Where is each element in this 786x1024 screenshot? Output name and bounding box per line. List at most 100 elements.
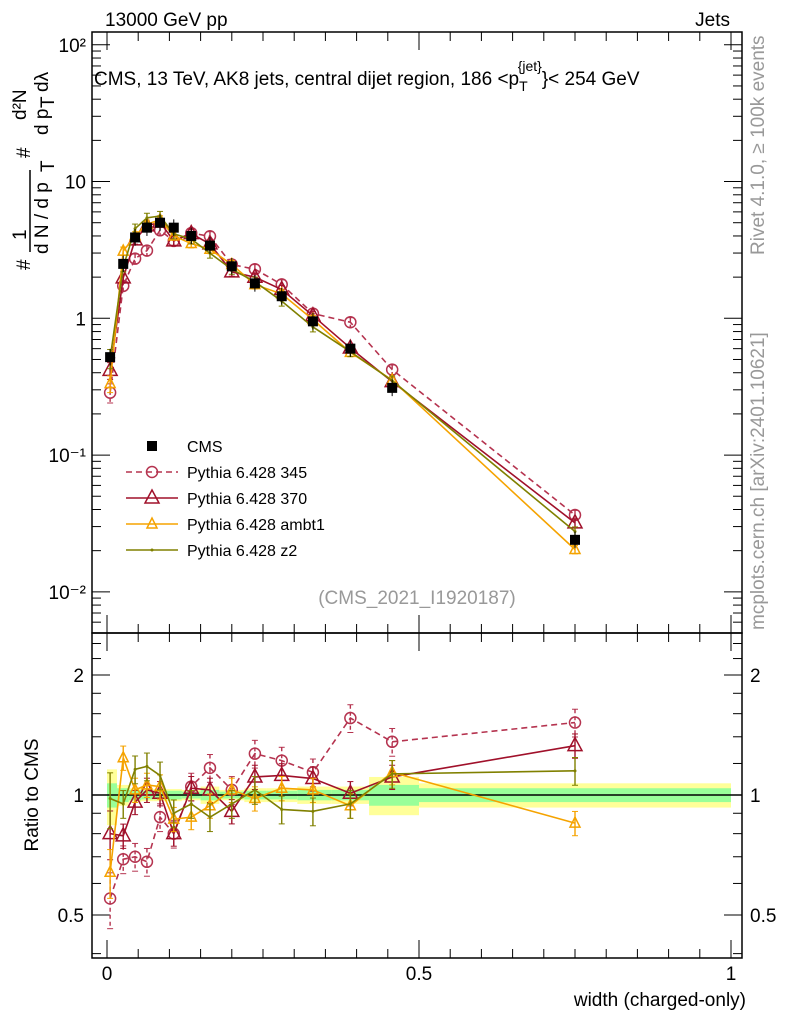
x-tick-label: 0 bbox=[102, 964, 113, 985]
data-point bbox=[306, 782, 320, 795]
data-point bbox=[145, 216, 149, 220]
cms-data-point bbox=[105, 352, 116, 363]
data-point bbox=[280, 807, 284, 811]
data-point bbox=[566, 736, 584, 752]
legend-label: Pythia 6.428 370 bbox=[187, 491, 307, 508]
ylabel-dn: d N / d p bbox=[32, 182, 53, 254]
series-cms bbox=[105, 214, 580, 549]
ratio-y-tick-label-right: 1 bbox=[750, 786, 761, 807]
data-point bbox=[128, 782, 142, 795]
ylabel-t2: T bbox=[38, 96, 59, 108]
data-point bbox=[385, 735, 399, 749]
data-point bbox=[203, 761, 217, 775]
data-point bbox=[208, 815, 212, 819]
ylabel-hash2: # bbox=[14, 147, 35, 158]
cms-data-point bbox=[387, 382, 398, 393]
data-point bbox=[344, 315, 357, 329]
cms-data-point bbox=[249, 278, 260, 289]
y-tick-label: 10 bbox=[65, 173, 86, 194]
data-point bbox=[185, 809, 198, 822]
series-pythia-6-428-370 bbox=[101, 212, 584, 861]
ylabel-hash: # bbox=[14, 259, 35, 270]
cms-data-point bbox=[345, 343, 356, 354]
title-sub: T bbox=[519, 78, 528, 94]
legend-marker bbox=[145, 516, 159, 529]
data-point bbox=[121, 802, 125, 806]
data-point bbox=[568, 815, 582, 828]
y-tick-label: 10⁻¹ bbox=[49, 446, 87, 467]
data-point bbox=[114, 826, 132, 842]
cms-data-point bbox=[155, 217, 166, 228]
data-point bbox=[153, 778, 167, 792]
ylabel-dl: dλ bbox=[32, 71, 53, 92]
data-point bbox=[140, 777, 154, 790]
legend-label: Pythia 6.428 z2 bbox=[187, 543, 297, 560]
legend-marker-cms bbox=[147, 441, 157, 451]
legend-marker bbox=[143, 488, 161, 504]
cms-data-point bbox=[204, 240, 215, 251]
legend: CMS Pythia 6.428 345 Pythia 6.428 370 Pythi… bbox=[126, 439, 325, 560]
cms-data-point bbox=[130, 232, 141, 243]
data-point bbox=[114, 268, 132, 284]
data-point bbox=[275, 780, 288, 793]
x-tick-label: 1 bbox=[726, 964, 737, 985]
data-point bbox=[348, 802, 352, 806]
y-axis-label: # 1 d N / d p T # d²N d p T dλ bbox=[10, 71, 59, 270]
ratio-y-tick-label: 2 bbox=[73, 666, 84, 687]
main-series-line bbox=[109, 221, 576, 524]
data-point bbox=[117, 750, 130, 763]
data-point bbox=[185, 235, 198, 249]
y-tick-label: 10⁻² bbox=[49, 583, 87, 604]
data-point bbox=[248, 747, 262, 760]
plot-title: CMS, 13 TeV, AK8 jets, central dijet reg… bbox=[94, 58, 640, 94]
axes: 10⁻² 10⁻¹ 1 10 10² 0.5 0.5 1 1 2 2 0 0.5 1 bbox=[49, 31, 776, 985]
title-main: CMS, 13 TeV, AK8 jets, central dijet reg… bbox=[94, 69, 519, 90]
series-pythia-6-428-z2 bbox=[107, 210, 578, 833]
ratio-y-tick-label-right: 0.5 bbox=[750, 906, 776, 927]
legend-label: Pythia 6.428 ambt1 bbox=[187, 517, 325, 534]
data-point bbox=[153, 810, 167, 824]
x-axis-label: width (charged-only) bbox=[573, 990, 746, 1011]
data-point bbox=[101, 824, 119, 840]
data-point bbox=[133, 767, 137, 771]
data-marks bbox=[101, 210, 584, 930]
cms-data-point bbox=[307, 316, 318, 327]
data-point bbox=[390, 772, 394, 776]
data-point bbox=[126, 792, 144, 808]
ylabel-dp: d p bbox=[32, 109, 53, 135]
ratio-y-tick-label-right: 2 bbox=[750, 666, 761, 687]
data-point bbox=[108, 797, 112, 801]
y-tick-label: 1 bbox=[75, 309, 86, 330]
data-point bbox=[117, 243, 130, 256]
title-end: }< 254 GeV bbox=[542, 69, 640, 90]
cms-data-point bbox=[570, 534, 580, 545]
header-left: 13000 GeV pp bbox=[105, 10, 228, 31]
data-point bbox=[140, 855, 154, 869]
ratio-series-line bbox=[109, 716, 576, 899]
ratio-y-label: Ratio to CMS bbox=[22, 739, 43, 852]
title-sup: {jet} bbox=[518, 58, 542, 74]
data-point bbox=[140, 244, 154, 257]
data-point bbox=[568, 716, 582, 729]
ylabel-one: 1 bbox=[10, 229, 31, 240]
data-point bbox=[145, 764, 149, 768]
data-point bbox=[568, 541, 582, 555]
data-point bbox=[158, 773, 162, 777]
data-point bbox=[172, 811, 176, 815]
ratio-y-tick-label: 1 bbox=[73, 786, 84, 807]
legend-marker bbox=[150, 548, 154, 552]
data-point bbox=[116, 852, 130, 866]
cms-data-point bbox=[226, 261, 237, 272]
mcplots-label: mcplots.cern.ch [arXiv:2401.10621] bbox=[748, 332, 769, 630]
data-point bbox=[189, 802, 193, 806]
data-point bbox=[128, 850, 142, 864]
data-point bbox=[253, 788, 257, 792]
rivet-label: Rivet 4.1.0, ≥ 100k events bbox=[748, 35, 769, 255]
cms-data-point bbox=[276, 291, 287, 302]
data-point bbox=[573, 769, 577, 773]
main-series-line bbox=[109, 218, 576, 551]
data-point bbox=[230, 802, 234, 806]
data-point bbox=[344, 711, 357, 725]
y-tick-label: 10² bbox=[59, 36, 86, 57]
